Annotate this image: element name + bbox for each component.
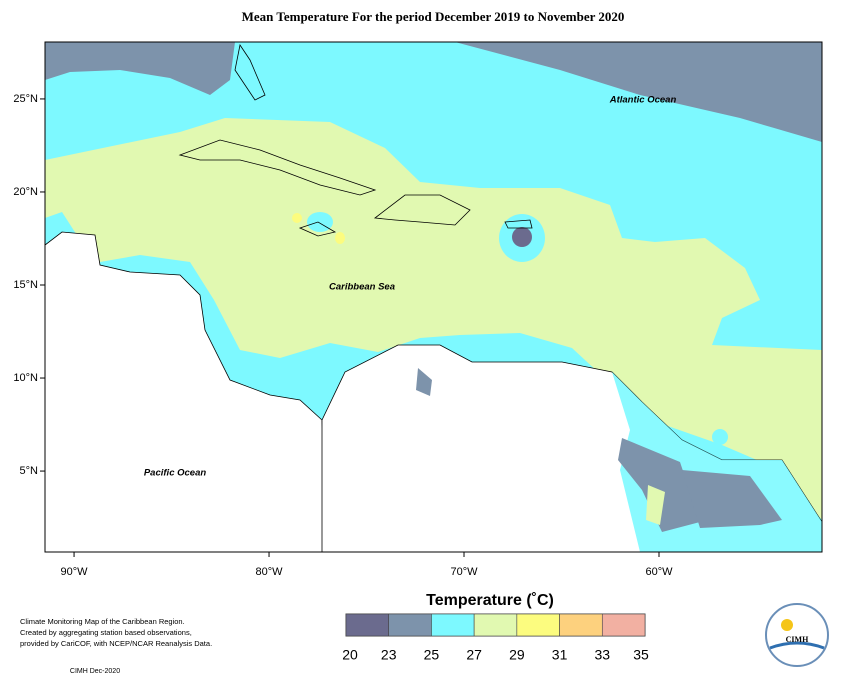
lat-tick-label: 5°N [20, 465, 39, 477]
lat-tick-label: 10°N [13, 372, 38, 384]
logo-wave [769, 641, 825, 650]
legend-tick-label: 35 [633, 647, 649, 663]
logo-text: CIMH [786, 635, 809, 644]
legend-tick-label: 33 [594, 647, 610, 663]
lon-tick-label: 70°W [450, 566, 478, 578]
legend-swatch [388, 613, 432, 637]
legend-title: Temperature (˚C) [426, 592, 554, 609]
credit: CIMH Dec-2020 [70, 668, 120, 675]
logo-sun [781, 619, 793, 631]
lon-tick-label: 80°W [256, 566, 284, 578]
ocean-label: Caribbean Sea [329, 282, 395, 293]
lon-tick-label: 60°W [645, 566, 673, 578]
legend-tick-label: 20 [342, 647, 358, 663]
lat-tick-label: 25°N [13, 93, 38, 105]
ocean-label: Atlantic Ocean [609, 95, 677, 106]
note-line: provided by CariCOF, with NCEP/NCAR Rean… [20, 639, 212, 648]
note-line: Created by aggregating station based obs… [20, 628, 192, 637]
lon-tick-label: 90°W [61, 566, 89, 578]
lat-tick-label: 20°N [13, 186, 38, 198]
legend-swatch [431, 613, 475, 637]
legend-tick-label: 27 [466, 647, 482, 663]
legend-swatch [473, 613, 518, 637]
legend-tick-label: 23 [381, 647, 397, 663]
map-frame [44, 41, 823, 553]
map-area [45, 42, 822, 552]
logo [765, 603, 829, 667]
legend-swatch [345, 613, 390, 637]
legend-tick-label: 29 [509, 647, 525, 663]
lat-tick-label: 15°N [13, 279, 38, 291]
legend-swatch [516, 613, 560, 637]
map-title: Mean Temperature For the period December… [242, 9, 625, 24]
legend-swatch [601, 613, 646, 637]
ocean-label: Pacific Ocean [144, 468, 207, 479]
legend-tick-label: 25 [424, 647, 440, 663]
note-line: Climate Monitoring Map of the Caribbean … [20, 617, 185, 626]
legend-swatch [559, 613, 603, 637]
legend-tick-label: 31 [552, 647, 568, 663]
